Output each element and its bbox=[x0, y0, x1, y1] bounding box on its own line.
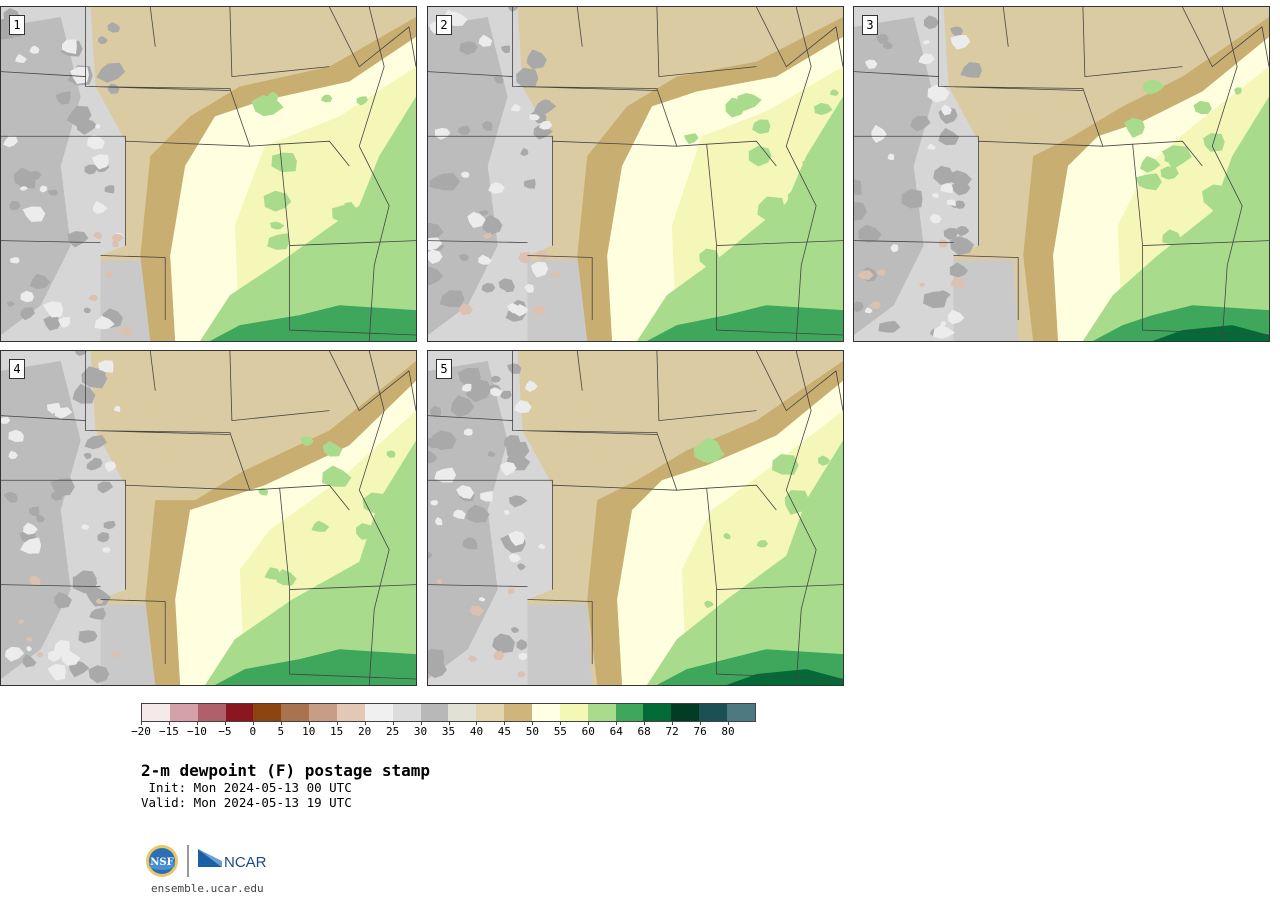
colorbar-tick-label: −15 bbox=[159, 725, 179, 738]
colorbar-tick-label: 55 bbox=[553, 725, 567, 738]
colorbar-tick-label: 72 bbox=[665, 725, 679, 738]
colorbar-swatch bbox=[615, 704, 644, 721]
colorbar-tick-label: −10 bbox=[186, 725, 207, 738]
colorbar-swatch bbox=[587, 704, 616, 721]
colorbar-tick-label: 20 bbox=[358, 725, 372, 738]
colorbar-swatch bbox=[392, 704, 421, 721]
stamp-panel-5: 5 bbox=[427, 350, 844, 686]
colorbar-tick-label: 25 bbox=[385, 725, 400, 738]
colorbar bbox=[141, 703, 756, 722]
colorbar-tick-label: 50 bbox=[525, 725, 539, 738]
colorbar-tick-label: 76 bbox=[693, 725, 707, 738]
init-time: Init: Mon 2024-05-13 00 UTC bbox=[141, 780, 352, 795]
colorbar-tick-label: 60 bbox=[581, 725, 595, 738]
colorbar-tick-label: 68 bbox=[637, 725, 651, 738]
colorbar-swatch bbox=[142, 704, 170, 721]
colorbar-swatch bbox=[225, 704, 254, 721]
stamp-label: 1 bbox=[9, 15, 25, 35]
colorbar-tick-label: 35 bbox=[441, 725, 456, 738]
colorbar-swatch bbox=[643, 704, 672, 721]
colorbar-tick-label: −20 bbox=[131, 725, 151, 738]
colorbar-swatch bbox=[420, 704, 449, 721]
stamp-label: 3 bbox=[862, 15, 878, 35]
colorbar-swatch bbox=[169, 704, 198, 721]
colorbar-swatch bbox=[504, 704, 533, 721]
colorbar-tick-label: 64 bbox=[609, 725, 623, 738]
colorbar-tick-label: −5 bbox=[218, 725, 232, 738]
colorbar-tick-label: 0 bbox=[249, 725, 257, 738]
colorbar-swatch bbox=[337, 704, 365, 721]
svg-text:NCAR: NCAR bbox=[224, 854, 267, 871]
colorbar-swatch bbox=[253, 704, 282, 721]
colorbar-swatch bbox=[281, 704, 310, 721]
colorbar-tick-label: 5 bbox=[277, 725, 285, 738]
colorbar-tick-label: 80 bbox=[721, 725, 735, 738]
colorbar-swatch bbox=[559, 704, 588, 721]
valid-time: Valid: Mon 2024-05-13 19 UTC bbox=[141, 795, 352, 810]
stamp-panel-4: 4 bbox=[0, 350, 417, 686]
stamp-panel-2: 2 bbox=[427, 6, 844, 342]
colorbar-legend: −20 −15 −10 −5 0 5 10 15 20 25 30 35 40 45 50 55 60 64 68 7… bbox=[131, 703, 756, 738]
colorbar-swatch bbox=[476, 704, 505, 721]
colorbar-swatch bbox=[364, 704, 393, 721]
colorbar-tick-label: 45 bbox=[497, 725, 512, 738]
colorbar-tick-label: 15 bbox=[330, 725, 344, 738]
colorbar-swatch bbox=[532, 704, 560, 721]
colorbar-swatch bbox=[197, 704, 226, 721]
colorbar-swatch bbox=[309, 704, 338, 721]
stamp-label: 2 bbox=[436, 15, 452, 35]
svg-text:NSF: NSF bbox=[150, 857, 173, 868]
stamp-label: 4 bbox=[9, 359, 25, 379]
colorbar-swatch bbox=[448, 704, 477, 721]
nsf-ncar-logo: NSF NCAR bbox=[146, 845, 267, 877]
colorbar-tick-label: 30 bbox=[413, 725, 428, 738]
map-title: 2-m dewpoint (F) postage stamp bbox=[141, 761, 430, 780]
stamp-label: 5 bbox=[436, 359, 452, 379]
colorbar-swatch bbox=[727, 704, 755, 721]
stamp-panel-1: 1 bbox=[0, 6, 417, 342]
colorbar-swatch bbox=[671, 704, 700, 721]
colorbar-tick-label: 10 bbox=[302, 725, 316, 738]
stamp-panel-3: 3 bbox=[853, 6, 1270, 342]
website-url: ensemble.ucar.edu bbox=[151, 882, 264, 895]
colorbar-tick-label: 40 bbox=[469, 725, 484, 738]
colorbar-swatch bbox=[699, 704, 728, 721]
colorbar-ticks: −20 −15 −10 −5 0 5 10 15 20 25 30 35 40 45 50 55 60 64 68 7… bbox=[131, 721, 756, 738]
